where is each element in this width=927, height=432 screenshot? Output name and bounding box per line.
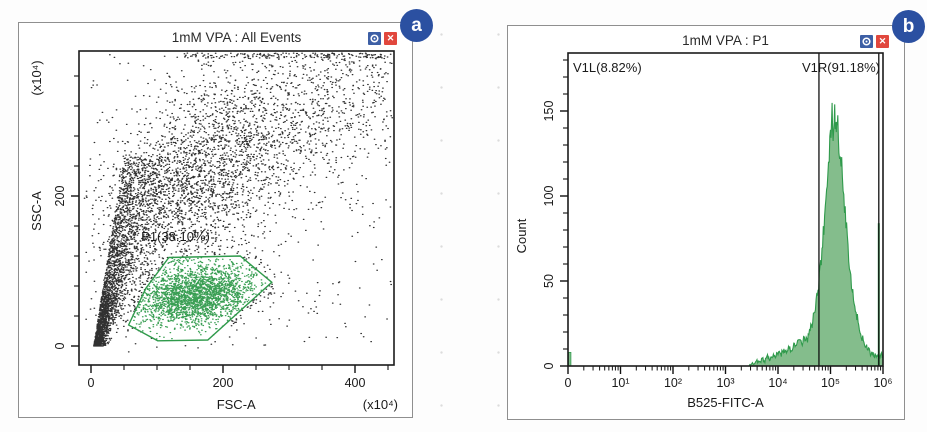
plot-border [567, 52, 884, 367]
plot-area[interactable] [79, 51, 394, 365]
panel-title: 1mM VPA : All Events [171, 30, 302, 45]
y-tick-label: 200 [53, 186, 67, 207]
panel-title: 1mM VPA : P1 [682, 33, 769, 48]
x-axis-title: B525-FITC-A [687, 395, 764, 410]
y-tick-label: 0 [53, 342, 67, 349]
figure-label-b: b [892, 10, 925, 43]
x-tick-label: 0 [565, 376, 572, 390]
plot-border [78, 50, 395, 366]
x-tick-label: 10⁶ [873, 376, 892, 390]
y-tick-label: 100 [542, 186, 556, 207]
panel-scatter-all-events: 0 200 400 0 200 FSC-A (x10⁴) SSC-A (x10⁴) P1(38.1… [18, 22, 413, 418]
x-tick-label: 10² [664, 376, 682, 390]
y-tick-label: 50 [542, 274, 556, 288]
x-tick-label: 10⁵ [821, 376, 840, 390]
x-axis-title: FSC-A [217, 397, 256, 412]
marker-label-v1l: V1L(8.82%) [573, 60, 642, 75]
scatter-points-ungated [83, 52, 394, 353]
settings-gear-icon[interactable] [368, 32, 381, 45]
y-axis-title: Count [514, 218, 529, 253]
y-axis-title: SSC-A [29, 191, 44, 231]
gear-icon [370, 34, 379, 43]
x-tick-label: 0 [88, 376, 95, 390]
gate-polygon-p1[interactable] [127, 255, 273, 342]
marker-label-v1r: V1R(91.18%) [802, 60, 880, 75]
gear-icon [862, 37, 871, 46]
close-icon[interactable]: ✕ [384, 32, 397, 45]
gate-label-p1: P1(38.10%) [141, 229, 210, 244]
x-tick-label: 200 [213, 376, 234, 390]
scatter-plot[interactable]: 0 200 400 0 200 FSC-A (x10⁴) SSC-A (x10⁴) P1(38.1… [19, 23, 414, 419]
x-tick-label: 10⁴ [768, 376, 787, 390]
close-icon[interactable]: ✕ [876, 35, 889, 48]
y-axis-unit: (x10⁴) [29, 60, 44, 95]
x-axis-unit: (x10⁴) [363, 397, 398, 412]
x-tick-label: 10¹ [611, 376, 629, 390]
histogram-curve [748, 102, 884, 367]
histogram-zero-spike [568, 351, 572, 367]
x-tick-label: 10³ [716, 376, 734, 390]
panel-histogram-p1: 0 10¹ 10² 10³ 10⁴ 10⁵ 10⁶ 0 50 100 150 B525-FITC-A C… [507, 25, 905, 420]
settings-gear-icon[interactable] [860, 35, 873, 48]
y-tick-label: 150 [542, 101, 556, 122]
x-tick-label: 400 [345, 376, 366, 390]
histogram-plot[interactable]: 0 10¹ 10² 10³ 10⁴ 10⁵ 10⁶ 0 50 100 150 B525-FITC-A C… [508, 26, 906, 421]
figure-label-a: a [400, 9, 433, 42]
y-tick-label: 0 [542, 362, 556, 369]
